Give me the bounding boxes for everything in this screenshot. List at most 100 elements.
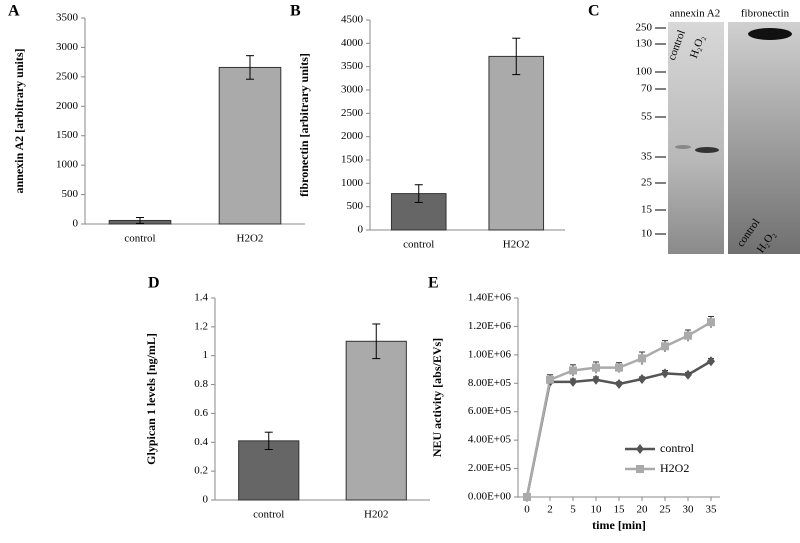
lane-title: annexin A2 bbox=[670, 8, 720, 20]
point bbox=[546, 375, 554, 384]
y-tick-label: 0.00E+00 bbox=[468, 491, 512, 503]
point bbox=[569, 376, 577, 387]
y-tick-label: 0 bbox=[73, 218, 79, 230]
y-tick-label: 2000 bbox=[56, 100, 79, 112]
panel-label: D bbox=[148, 275, 160, 292]
y-tick-label: 0 bbox=[203, 494, 209, 506]
point bbox=[707, 356, 715, 367]
y-tick-label: 0.4 bbox=[194, 436, 208, 448]
y-tick-label: 1.2 bbox=[194, 320, 208, 332]
point bbox=[592, 374, 600, 385]
y-tick-label: 1.4 bbox=[194, 292, 208, 304]
panel-label: A bbox=[8, 3, 20, 20]
y-tick-label: 500 bbox=[347, 200, 364, 212]
marker-label: 10 bbox=[641, 228, 653, 240]
y-tick-label: 1500 bbox=[56, 129, 79, 141]
x-tick-label: 20 bbox=[637, 504, 649, 516]
x-tick-label: control bbox=[403, 239, 434, 251]
point bbox=[661, 368, 669, 379]
x-tick-label: control bbox=[124, 233, 155, 245]
point bbox=[638, 374, 646, 385]
marker-label: 70 bbox=[641, 83, 653, 95]
bar bbox=[238, 440, 300, 501]
point bbox=[615, 378, 623, 389]
point bbox=[569, 366, 577, 375]
y-tick-label: 1.00E+06 bbox=[468, 348, 512, 360]
y-tick-label: 1.40E+06 bbox=[468, 292, 512, 304]
y-axis-label: annexin A2 [arbitrary units] bbox=[12, 48, 26, 193]
point bbox=[615, 363, 623, 372]
x-tick-label: 30 bbox=[683, 504, 695, 516]
y-tick-label: 3500 bbox=[341, 60, 364, 72]
panel-label: C bbox=[588, 3, 600, 20]
y-tick-label: 1000 bbox=[341, 177, 364, 189]
x-tick-label: 10 bbox=[591, 504, 603, 516]
x-tick-label: H202 bbox=[364, 509, 388, 521]
panel-label: B bbox=[290, 3, 301, 20]
marker-label: 35 bbox=[641, 151, 653, 163]
legend-marker bbox=[636, 465, 644, 473]
y-axis-label: NEU activity [abs/EVs] bbox=[430, 338, 444, 457]
y-tick-label: 0.8 bbox=[194, 378, 208, 390]
bar bbox=[488, 55, 545, 231]
x-tick-label: 35 bbox=[706, 504, 718, 516]
blot-panel: C annexin A2 fibronectin control H₂O₂ co… bbox=[588, 3, 800, 255]
x-axis-label: time [min] bbox=[592, 518, 646, 532]
y-tick-label: 500 bbox=[62, 188, 79, 200]
legend-label: control bbox=[660, 441, 695, 455]
y-tick-label: 2.00E+05 bbox=[468, 462, 512, 474]
y-tick-label: 2000 bbox=[341, 130, 364, 142]
point bbox=[707, 318, 715, 327]
point bbox=[592, 363, 600, 372]
bar bbox=[218, 66, 282, 225]
point bbox=[523, 493, 531, 501]
marker-label: 25 bbox=[641, 177, 653, 189]
marker-label: 250 bbox=[636, 22, 653, 34]
y-tick-label: 2500 bbox=[341, 107, 364, 119]
marker-label: 100 bbox=[636, 66, 653, 78]
y-tick-label: 1000 bbox=[56, 159, 79, 171]
y-tick-label: 3000 bbox=[56, 41, 79, 53]
band bbox=[675, 145, 691, 149]
y-tick-label: 4500 bbox=[341, 14, 364, 26]
y-tick-label: 6.00E+05 bbox=[468, 405, 512, 417]
point bbox=[638, 354, 646, 363]
y-tick-label: 0.6 bbox=[194, 407, 208, 419]
x-tick-label: 5 bbox=[570, 504, 576, 516]
y-tick-label: 4.00E+05 bbox=[468, 434, 512, 446]
y-tick-label: 0 bbox=[358, 224, 364, 236]
y-tick-label: 2500 bbox=[56, 70, 79, 82]
x-tick-label: 25 bbox=[660, 504, 672, 516]
y-tick-label: 0.2 bbox=[194, 465, 208, 477]
y-tick-label: 1500 bbox=[341, 154, 364, 166]
y-tick-label: 1 bbox=[203, 349, 209, 361]
point bbox=[684, 369, 692, 380]
y-tick-label: 3000 bbox=[341, 84, 364, 96]
y-tick-label: 8.00E+05 bbox=[468, 377, 512, 389]
panel-label: E bbox=[428, 275, 439, 292]
y-tick-label: 3500 bbox=[56, 12, 79, 24]
x-tick-label: control bbox=[253, 509, 284, 521]
x-tick-label: H2O2 bbox=[503, 239, 530, 251]
x-tick-label: H2O2 bbox=[237, 233, 264, 245]
x-tick-label: 2 bbox=[547, 504, 553, 516]
band bbox=[748, 28, 792, 40]
band bbox=[695, 147, 719, 153]
x-tick-label: 0 bbox=[524, 504, 530, 516]
point bbox=[661, 342, 669, 351]
y-tick-label: 1.20E+06 bbox=[468, 320, 512, 332]
marker-label: 130 bbox=[636, 38, 653, 50]
y-axis-label: Glypican 1 levels [ng/mL] bbox=[144, 333, 158, 465]
legend-label: H2O2 bbox=[660, 461, 689, 475]
bar bbox=[345, 340, 407, 501]
point bbox=[684, 331, 692, 340]
lane-title: fibronectin bbox=[741, 8, 790, 20]
x-tick-label: 15 bbox=[614, 504, 626, 516]
marker-label: 55 bbox=[641, 111, 653, 123]
blot-image bbox=[668, 22, 724, 254]
y-tick-label: 4000 bbox=[341, 37, 364, 49]
blot-image bbox=[728, 22, 800, 254]
y-axis-label: fibronectin [arbitrary units] bbox=[297, 53, 311, 197]
legend-marker bbox=[636, 444, 644, 454]
